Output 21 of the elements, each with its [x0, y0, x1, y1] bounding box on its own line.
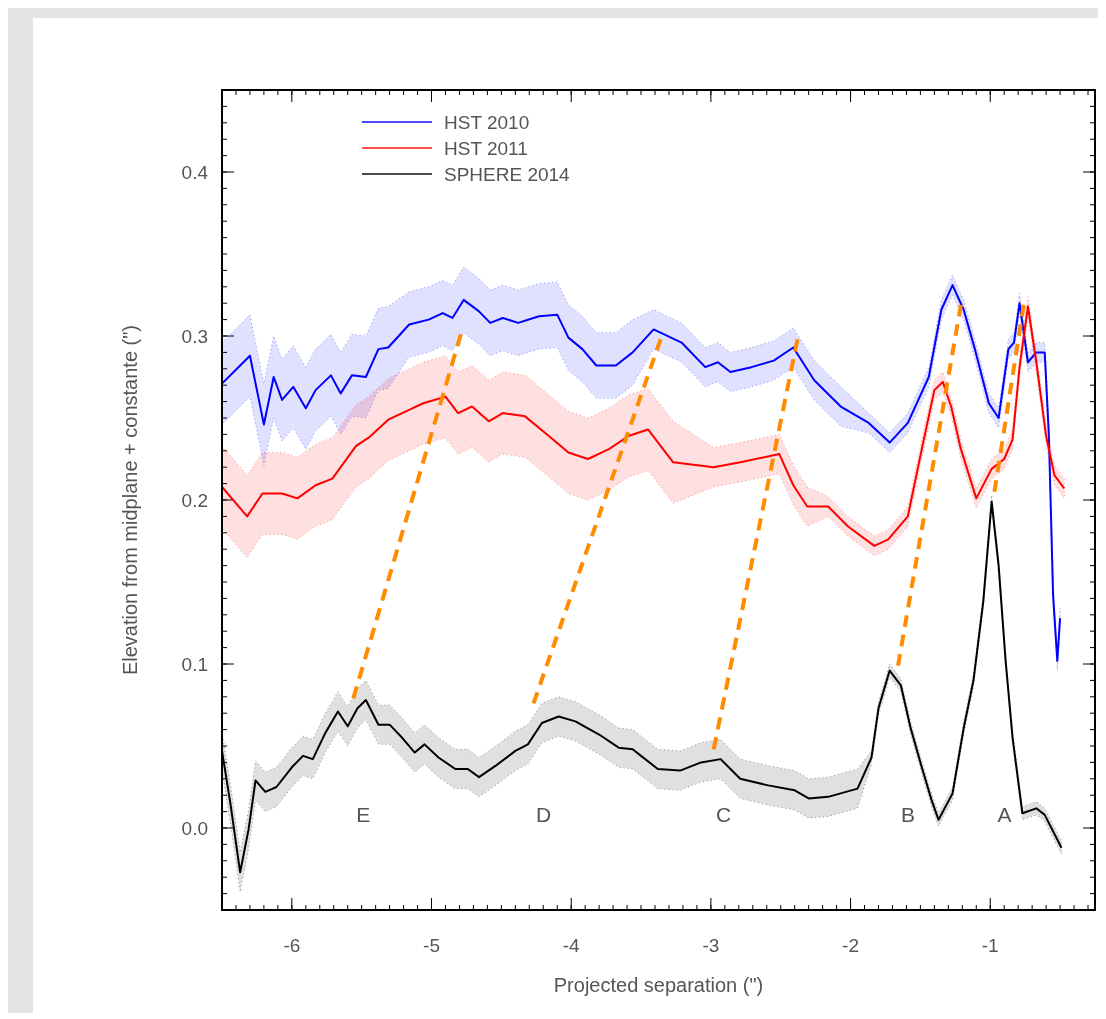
annotation: B	[901, 803, 916, 826]
annotation: D	[535, 803, 552, 826]
y-axis-title: Elevation from midplane + constante (")	[119, 324, 141, 676]
y-tick-label: 0.4	[181, 161, 209, 183]
y-tick-label: 0.3	[181, 325, 208, 347]
x-tick-label: -6	[283, 935, 301, 956]
legend-label: HST 2011	[444, 137, 528, 159]
x-tick-label: -4	[562, 935, 581, 956]
y-tick-label: 0.2	[181, 489, 208, 511]
annotation: C	[716, 803, 732, 826]
x-axis-title: Projected separation (")	[553, 974, 764, 996]
legend-label: SPHERE 2014	[444, 163, 571, 185]
x-tick-label: -1	[981, 935, 999, 956]
legend-label: HST 2010	[444, 111, 530, 133]
annotation: E	[356, 803, 371, 826]
x-tick-label: -5	[423, 935, 440, 956]
x-tick-label: -3	[702, 935, 720, 956]
y-tick-label: 0.1	[181, 653, 208, 675]
annotation: A	[997, 803, 1012, 826]
y-tick-label: 0.0	[181, 817, 208, 839]
x-tick-label: -2	[842, 935, 860, 956]
